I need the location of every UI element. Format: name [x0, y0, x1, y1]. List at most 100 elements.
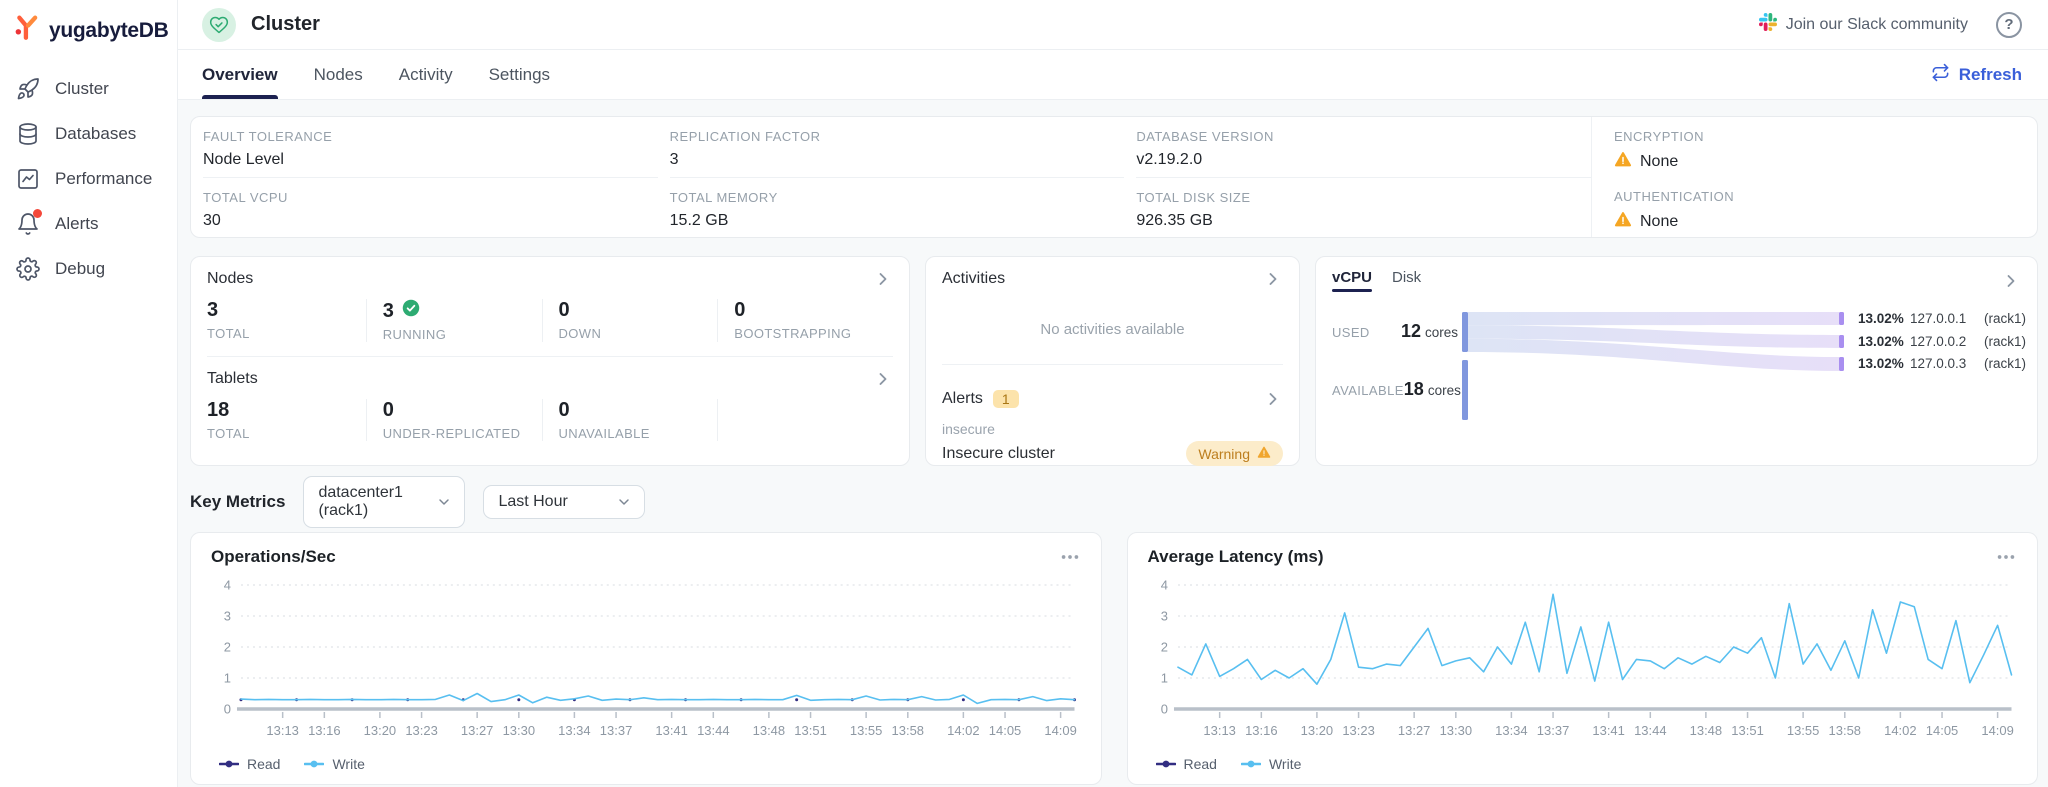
tablets-stat-unavailable: 0 UNAVAILABLE [541, 399, 718, 441]
nodes-chevron-right-icon[interactable] [873, 269, 893, 289]
sidebar-item-label: Alerts [55, 213, 99, 233]
svg-text:2: 2 [1160, 639, 1167, 654]
topbar: Cluster Join our Slack community ? [178, 0, 2048, 50]
node-ip: 127.0.0.1 [1910, 311, 1966, 326]
svg-text:4: 4 [1160, 577, 1167, 592]
legend-item-write[interactable]: Write [304, 756, 365, 772]
alert-description: Insecure cluster [942, 444, 1055, 462]
legend-item-write[interactable]: Write [1240, 756, 1301, 772]
tab-overview[interactable]: Overview [202, 50, 278, 99]
node-rack: (rack1) [1984, 334, 2026, 349]
vcpu-usage-sankey: USED 12 cores AVAILABLE 18 cores [1332, 300, 2026, 450]
region-select[interactable]: datacenter1 (rack1) [303, 476, 466, 528]
svg-text:3: 3 [224, 608, 231, 623]
tab-disk[interactable]: Disk [1392, 269, 1422, 286]
svg-text:13:27: 13:27 [1397, 723, 1429, 738]
chart-title: Operations/Sec [211, 547, 336, 566]
key-metrics-bar: Key Metrics datacenter1 (rack1) Last Hou… [190, 476, 2038, 528]
help-icon[interactable]: ? [1996, 11, 2022, 38]
info-encryption: ENCRYPTION None [1614, 117, 2037, 177]
chart-title: Average Latency (ms) [1147, 547, 1324, 566]
svg-text:13:44: 13:44 [697, 723, 729, 738]
info-total-vcpu: TOTAL VCPU 30 [203, 177, 658, 237]
available-cores-row: AVAILABLE 18 cores [1332, 379, 1461, 399]
activities-empty-message: No activities available [1040, 321, 1185, 338]
alerts-title: Alerts [942, 390, 983, 407]
warning-triangle-icon [1257, 445, 1271, 462]
svg-text:13:27: 13:27 [461, 723, 493, 738]
alerts-count-badge: 1 [992, 390, 1019, 408]
svg-text:0: 0 [224, 701, 231, 716]
sidebar-item-alerts[interactable]: Alerts [0, 201, 177, 246]
tablets-chevron-right-icon[interactable] [873, 369, 893, 389]
refresh-icon [1931, 63, 1950, 87]
more-options-icon[interactable] [1995, 546, 2017, 568]
svg-text:3: 3 [1160, 608, 1167, 623]
svg-text:2: 2 [224, 639, 231, 654]
page-title: Cluster [251, 13, 320, 35]
svg-text:14:02: 14:02 [947, 723, 979, 738]
time-range-select[interactable]: Last Hour [483, 485, 646, 519]
node-rack: (rack1) [1984, 311, 2026, 326]
performance-chart-icon [16, 167, 40, 191]
slack-icon [1758, 13, 1777, 36]
svg-text:13:41: 13:41 [655, 723, 687, 738]
refresh-button[interactable]: Refresh [1931, 63, 2022, 87]
chevron-down-icon [619, 499, 630, 505]
logo-text: yugabyteDB [49, 18, 169, 42]
svg-text:13:23: 13:23 [405, 723, 437, 738]
svg-text:13:48: 13:48 [753, 723, 785, 738]
info-replication-factor: REPLICATION FACTOR 3 [669, 129, 821, 168]
sidebar-item-debug[interactable]: Debug [0, 246, 177, 291]
nodes-stat-bootstrapping: 0 BOOTSTRAPPING [717, 299, 893, 342]
nodes-card: Nodes 3 TOTAL 3 [190, 256, 910, 466]
tab-nodes[interactable]: Nodes [313, 64, 363, 84]
warning-status-badge: Warning [1186, 441, 1283, 466]
svg-text:4: 4 [224, 577, 231, 592]
legend-item-read[interactable]: Read [1155, 756, 1217, 772]
info-authentication: AUTHENTICATION None [1614, 177, 2037, 237]
svg-text:13:58: 13:58 [1828, 723, 1860, 738]
warning-triangle-icon [1614, 150, 1632, 173]
node-rack: (rack1) [1984, 356, 2026, 371]
legend-item-read[interactable]: Read [219, 756, 280, 772]
tablets-stat-under-replicated: 0 UNDER-REPLICATED [365, 399, 542, 441]
more-options-icon[interactable] [1059, 546, 1081, 568]
tab-vcpu[interactable]: vCPU [1332, 269, 1373, 292]
sidebar-nav: Cluster Databases [0, 66, 177, 291]
operations-chart-card: Operations/Sec 0 1 2 3 4 13:13 13:16 13:20 13:23… [190, 532, 1102, 785]
warning-triangle-icon [1614, 210, 1632, 233]
tab-activity[interactable]: Activity [398, 64, 453, 84]
svg-text:13:44: 13:44 [1634, 723, 1666, 738]
svg-text:13:48: 13:48 [1689, 723, 1721, 738]
sidebar-item-databases[interactable]: Databases [0, 111, 177, 156]
svg-text:14:09: 14:09 [1044, 723, 1076, 738]
svg-text:13:23: 13:23 [1342, 723, 1374, 738]
database-icon [16, 122, 40, 146]
sidebar-item-performance[interactable]: Performance [0, 156, 177, 201]
svg-text:1: 1 [224, 670, 231, 685]
svg-text:13:34: 13:34 [1495, 723, 1527, 738]
used-cores-row: USED 12 cores [1332, 321, 1458, 341]
chart-legend: Read Write [211, 756, 1081, 772]
alerts-chevron-right-icon[interactable] [1263, 389, 1283, 409]
yugabytedb-logo[interactable]: yugabyteDB [0, 0, 177, 56]
svg-text:13:30: 13:30 [1439, 723, 1471, 738]
bell-icon [16, 208, 42, 236]
svg-text:13:34: 13:34 [558, 723, 590, 738]
svg-text:13:51: 13:51 [794, 723, 826, 738]
sidebar-item-label: Databases [55, 123, 137, 143]
svg-text:14:09: 14:09 [1981, 723, 2013, 738]
alert-list-item[interactable]: Insecure cluster Warning [942, 441, 1283, 466]
yugabytedb-logo-icon [14, 15, 40, 46]
slack-link-label: Join our Slack community [1785, 15, 1968, 33]
join-slack-link[interactable]: Join our Slack community [1758, 13, 1968, 36]
tab-settings[interactable]: Settings [488, 64, 551, 84]
activities-chevron-right-icon[interactable] [1263, 269, 1283, 289]
sidebar-item-cluster[interactable]: Cluster [0, 66, 177, 111]
svg-text:13:55: 13:55 [850, 723, 882, 738]
node-percent: 13.02% [1858, 311, 1904, 326]
usage-chevron-right-icon[interactable] [2001, 271, 2021, 291]
cluster-info-panel: FAULT TOLERANCE Node Level TOTAL VCPU 30… [190, 116, 2038, 238]
svg-text:13:20: 13:20 [364, 723, 396, 738]
